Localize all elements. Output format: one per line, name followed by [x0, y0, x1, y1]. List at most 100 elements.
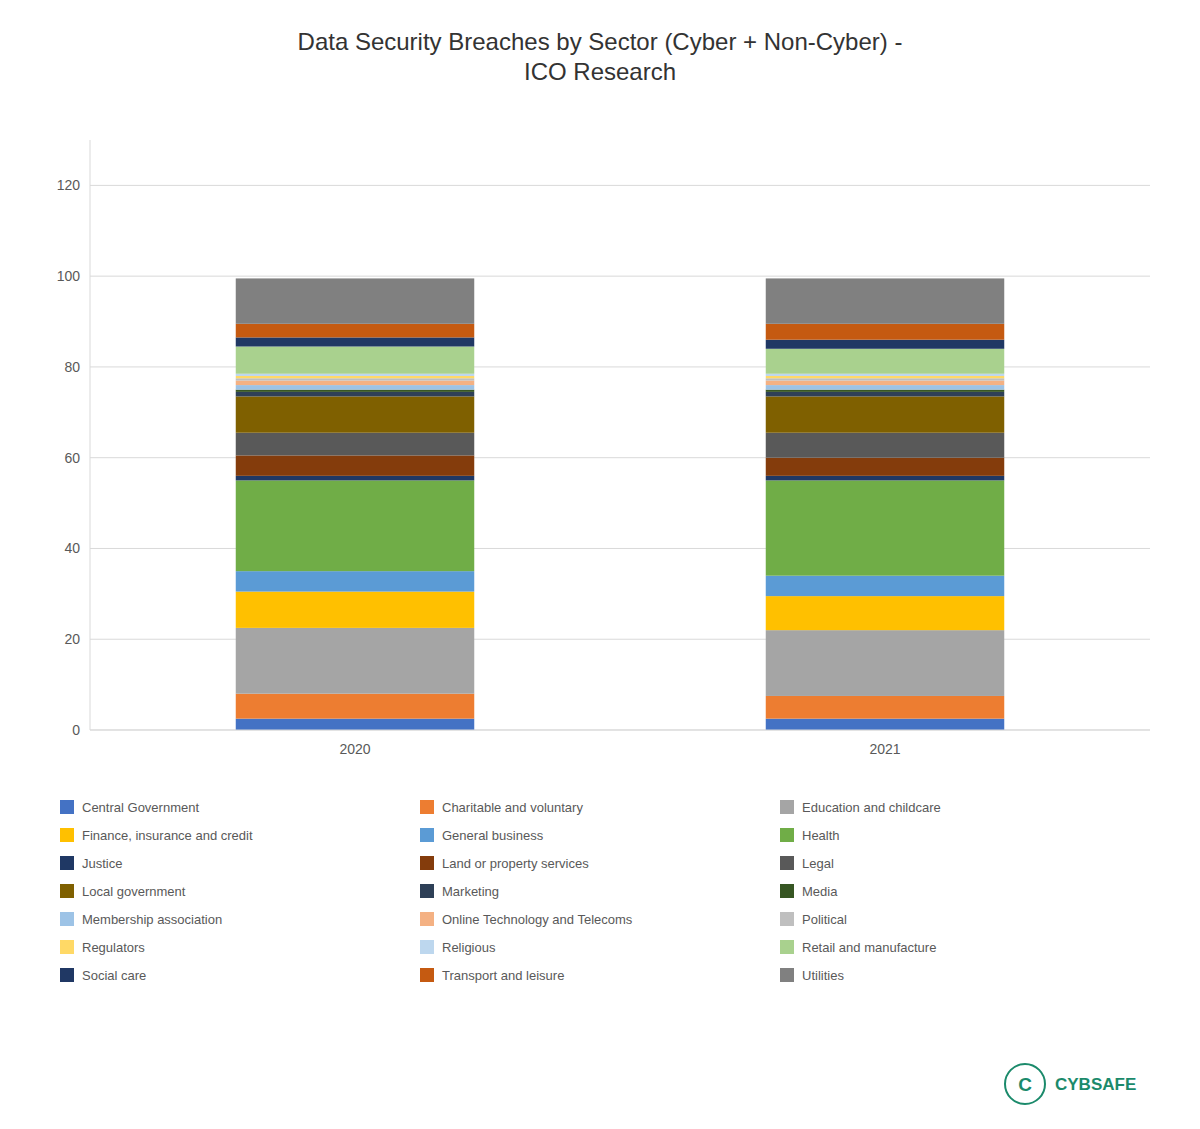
- grid: [90, 185, 1150, 730]
- legend-label: Utilities: [802, 968, 844, 983]
- legend-label: Legal: [802, 856, 834, 871]
- legend-swatch: [60, 940, 74, 954]
- y-tick-label: 20: [64, 631, 80, 647]
- legend-swatch: [780, 884, 794, 898]
- legend-swatch: [60, 968, 74, 982]
- bar-segment: [766, 576, 1005, 596]
- bar-segment: [236, 337, 475, 346]
- legend-swatch: [60, 884, 74, 898]
- bar-segment: [766, 476, 1005, 481]
- bar-segment: [236, 378, 475, 380]
- bar-segment: [766, 390, 1005, 392]
- bar-segment: [766, 433, 1005, 458]
- bars: [236, 278, 1005, 730]
- bar-segment: [236, 385, 475, 390]
- grid-line: [90, 730, 1150, 731]
- legend-swatch: [60, 912, 74, 926]
- legend-label: Membership association: [82, 912, 222, 927]
- legend-swatch: [420, 968, 434, 982]
- grid-line: [90, 276, 1150, 277]
- annotation: C: [1018, 1074, 1032, 1095]
- y-tick-label: 60: [64, 450, 80, 466]
- bar-segment: [766, 596, 1005, 630]
- legend-swatch: [420, 828, 434, 842]
- bar-segment: [236, 324, 475, 338]
- legend-swatch: [60, 828, 74, 842]
- legend-label: Health: [802, 828, 840, 843]
- legend-label: Online Technology and Telecoms: [442, 912, 633, 927]
- legend-label: Religious: [442, 940, 496, 955]
- legend-swatch: [420, 940, 434, 954]
- legend-label: Local government: [82, 884, 186, 899]
- bar-segment: [236, 455, 475, 475]
- bar-segment: [236, 694, 475, 719]
- legend-label: Regulators: [82, 940, 145, 955]
- legend-label: Central Government: [82, 800, 199, 815]
- legend-swatch: [420, 912, 434, 926]
- bar-segment: [766, 396, 1005, 432]
- bar-segment: [236, 719, 475, 730]
- bar-segment: [236, 476, 475, 481]
- bar-segment: [236, 390, 475, 392]
- bar-segment: [766, 349, 1005, 374]
- legend-swatch: [780, 940, 794, 954]
- legend-swatch: [60, 856, 74, 870]
- title-line: Data Security Breaches by Sector (Cyber …: [298, 28, 903, 55]
- y-tick-label: 100: [57, 268, 81, 284]
- y-tick-label: 40: [64, 540, 80, 556]
- legend-label: Retail and manufacture: [802, 940, 936, 955]
- bar-segment: [766, 378, 1005, 380]
- bar-segment: [236, 396, 475, 432]
- bar-segment: [766, 340, 1005, 349]
- legend-label: Charitable and voluntary: [442, 800, 583, 815]
- bar-segment: [766, 630, 1005, 696]
- legend-label: Finance, insurance and credit: [82, 828, 253, 843]
- bar-segment: [766, 696, 1005, 719]
- legend-swatch: [780, 800, 794, 814]
- legend-swatch: [780, 856, 794, 870]
- bar-segment: [236, 376, 475, 378]
- title-line: ICO Research: [524, 58, 676, 85]
- bar-segment: [766, 374, 1005, 376]
- y-tick-label: 80: [64, 359, 80, 375]
- bar-segment: [236, 571, 475, 591]
- bar-segment: [766, 458, 1005, 476]
- x-tick-label: 2020: [339, 741, 370, 757]
- bar-segment: [236, 480, 475, 571]
- bar-segment: [236, 381, 475, 386]
- bar-segment: [236, 278, 475, 323]
- legend-label: Transport and leisure: [442, 968, 564, 983]
- legend-swatch: [60, 800, 74, 814]
- legend-label: General business: [442, 828, 544, 843]
- bar-segment: [236, 628, 475, 694]
- logo-circle: [1005, 1064, 1045, 1104]
- bar-segment: [766, 324, 1005, 340]
- legend-swatch: [420, 800, 434, 814]
- bar-segment: [236, 392, 475, 397]
- bar-segment: [236, 347, 475, 374]
- legend-label: Education and childcare: [802, 800, 941, 815]
- chart-title: Data Security Breaches by Sector (Cyber …: [298, 28, 903, 85]
- bar-segment: [766, 381, 1005, 386]
- annotation: CYBSAFE: [1055, 1075, 1136, 1094]
- bar-segment: [766, 480, 1005, 575]
- legend-swatch: [420, 856, 434, 870]
- bar-segment: [766, 376, 1005, 378]
- legend: Central Government Charitable and volunta…: [60, 800, 941, 983]
- chart: Data Security Breaches by Sector (Cyber …: [0, 0, 1200, 1129]
- y-tick-label: 120: [57, 177, 81, 193]
- legend-label: Land or property services: [442, 856, 589, 871]
- grid-line: [90, 185, 1150, 186]
- legend-label: Social care: [82, 968, 146, 983]
- x-axis-line: [90, 730, 1150, 731]
- bar-segment: [766, 278, 1005, 323]
- y-tick-label: 0: [72, 722, 80, 738]
- legend-label: Media: [802, 884, 838, 899]
- bar-segment: [766, 719, 1005, 730]
- legend-swatch: [780, 828, 794, 842]
- legend-label: Justice: [82, 856, 122, 871]
- legend-swatch: [780, 912, 794, 926]
- bar-segment: [766, 392, 1005, 397]
- legend-label: Marketing: [442, 884, 499, 899]
- bar-segment: [236, 433, 475, 456]
